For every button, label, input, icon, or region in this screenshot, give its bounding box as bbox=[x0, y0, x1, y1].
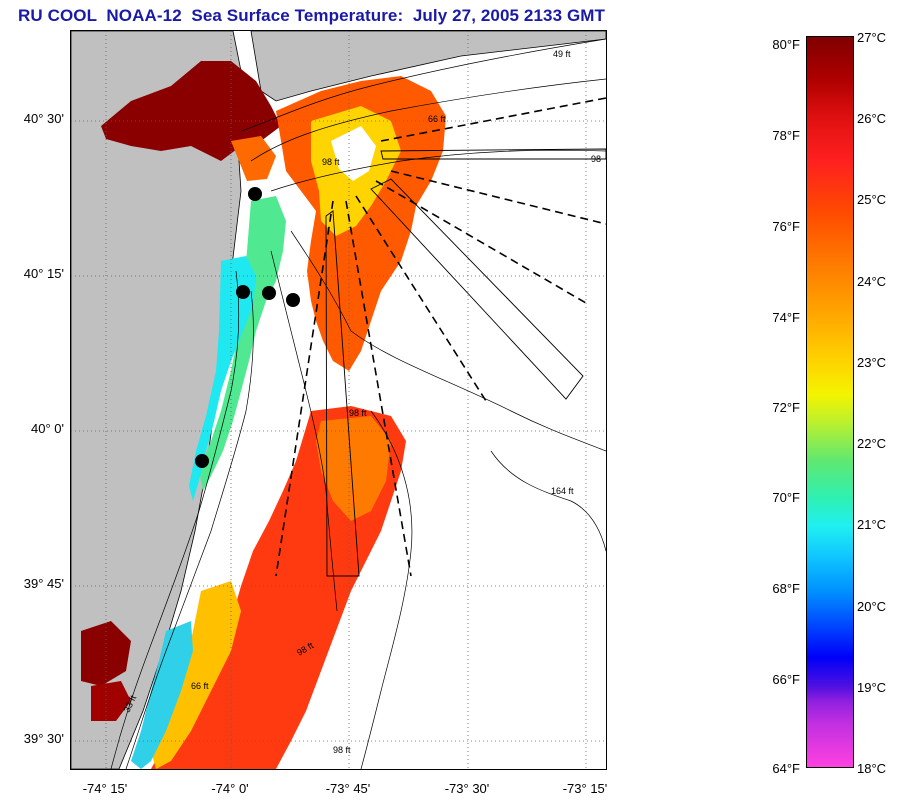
sst-harbor-patch bbox=[101, 61, 281, 161]
colorbar-c-label: 24°C bbox=[857, 274, 887, 289]
colorbar-c-label: 21°C bbox=[857, 517, 887, 532]
sst-coastal-cyan bbox=[131, 621, 193, 769]
colorbar-f-label: 78°F bbox=[772, 128, 800, 143]
colorbar-c-label: 25°C bbox=[857, 192, 887, 207]
map-grid bbox=[71, 31, 606, 769]
sst-map: 49 ft 66 ft 98 98 ft 98 ft 164 ft 66 ft … bbox=[70, 30, 607, 770]
colorbar-c-label: 27°C bbox=[857, 30, 887, 45]
station-markers bbox=[195, 187, 300, 468]
depth-label: 98 ft bbox=[322, 157, 340, 167]
lon-tick-label: -73° 15' bbox=[562, 781, 608, 796]
colorbar-f-label: 72°F bbox=[772, 400, 800, 415]
lat-tick-label: 40° 0' bbox=[31, 421, 64, 436]
lon-tick-label: -74° 0' bbox=[211, 781, 249, 796]
colorbar-f-label: 68°F bbox=[772, 581, 800, 596]
colorbar-c-label: 22°C bbox=[857, 436, 887, 451]
depth-label: 66 ft bbox=[428, 114, 446, 124]
depth-label: 66 ft bbox=[191, 681, 209, 691]
transect-lines bbox=[275, 97, 606, 577]
depth-label-group: 49 ft 66 ft 98 98 ft 98 ft 164 ft 66 ft … bbox=[122, 49, 601, 755]
depth-label: 98 ft bbox=[349, 408, 367, 418]
depth-label: 98 ft bbox=[333, 745, 351, 755]
sst-coastal-yellow bbox=[151, 581, 241, 769]
sst-harbor-orange bbox=[231, 136, 276, 181]
colorbar-f-label: 66°F bbox=[772, 672, 800, 687]
colorbar-c-label: 23°C bbox=[857, 355, 887, 370]
station-marker bbox=[236, 285, 250, 299]
depth-contours bbox=[110, 38, 606, 769]
map-title: RU COOL NOAA-12 Sea Surface Temperature:… bbox=[18, 6, 606, 25]
depth-label: 164 ft bbox=[551, 486, 574, 496]
sst-south-land-patch2 bbox=[91, 681, 131, 721]
temperature-colorbar bbox=[806, 36, 854, 768]
colorbar-c-label: 18°C bbox=[857, 761, 887, 776]
lat-tick-label: 40° 30' bbox=[23, 111, 64, 126]
colorbar-f-label: 74°F bbox=[772, 310, 800, 325]
colorbar-f-label: 76°F bbox=[772, 219, 800, 234]
station-marker bbox=[248, 187, 262, 201]
lat-tick-label: 40° 15' bbox=[23, 266, 64, 281]
station-marker bbox=[286, 293, 300, 307]
sst-south-land-patch bbox=[81, 621, 131, 686]
colorbar-c-label: 19°C bbox=[857, 680, 887, 695]
station-marker bbox=[262, 286, 276, 300]
lat-tick-label: 39° 45' bbox=[23, 576, 64, 591]
sst-cyan-band bbox=[189, 256, 256, 501]
station-marker bbox=[195, 454, 209, 468]
lat-tick-label: 39° 30' bbox=[23, 731, 64, 746]
colorbar-c-label: 26°C bbox=[857, 111, 887, 126]
sst-green-band bbox=[199, 196, 286, 491]
colorbar-f-label: 80°F bbox=[772, 37, 800, 52]
colorbar-c-label: 20°C bbox=[857, 599, 887, 614]
lon-tick-label: -73° 30' bbox=[444, 781, 490, 796]
depth-label: 49 ft bbox=[553, 49, 571, 59]
colorbar-f-label: 64°F bbox=[772, 761, 800, 776]
depth-label: 98 bbox=[591, 154, 601, 164]
lon-tick-label: -73° 45' bbox=[325, 781, 371, 796]
land-long-island bbox=[250, 31, 606, 102]
sst-map-canvas: 49 ft 66 ft 98 98 ft 98 ft 164 ft 66 ft … bbox=[71, 31, 606, 769]
sst-plume-south-orange bbox=[316, 416, 391, 521]
lon-tick-label: -74° 15' bbox=[82, 781, 128, 796]
colorbar-f-label: 70°F bbox=[772, 490, 800, 505]
box-outlines bbox=[325, 148, 606, 577]
